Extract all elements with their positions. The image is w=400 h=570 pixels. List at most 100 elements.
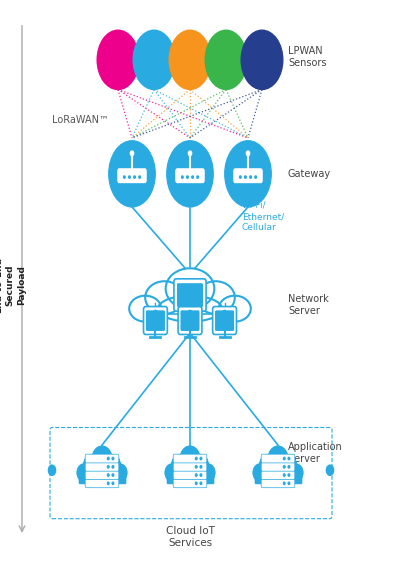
Circle shape bbox=[192, 176, 193, 178]
Ellipse shape bbox=[172, 455, 187, 476]
Circle shape bbox=[112, 457, 114, 460]
Circle shape bbox=[284, 482, 285, 484]
Circle shape bbox=[167, 141, 213, 207]
Circle shape bbox=[200, 457, 202, 460]
Ellipse shape bbox=[158, 296, 222, 321]
Circle shape bbox=[97, 30, 139, 89]
Circle shape bbox=[108, 457, 109, 460]
Circle shape bbox=[182, 176, 183, 178]
FancyBboxPatch shape bbox=[215, 310, 234, 331]
Text: Cloud IoT
Services: Cloud IoT Services bbox=[166, 526, 214, 548]
Ellipse shape bbox=[92, 446, 112, 473]
FancyBboxPatch shape bbox=[173, 454, 207, 463]
Circle shape bbox=[288, 474, 290, 477]
Text: Network
Server: Network Server bbox=[288, 294, 329, 316]
Circle shape bbox=[288, 457, 290, 460]
Circle shape bbox=[205, 30, 247, 89]
Circle shape bbox=[288, 482, 290, 484]
Text: Application
Server: Application Server bbox=[288, 442, 343, 465]
Ellipse shape bbox=[180, 446, 200, 473]
FancyBboxPatch shape bbox=[178, 307, 202, 335]
Circle shape bbox=[48, 465, 56, 475]
FancyBboxPatch shape bbox=[117, 168, 147, 183]
Circle shape bbox=[112, 474, 114, 477]
Circle shape bbox=[124, 176, 125, 178]
Ellipse shape bbox=[260, 455, 275, 476]
Circle shape bbox=[284, 466, 285, 468]
FancyBboxPatch shape bbox=[261, 479, 295, 488]
Ellipse shape bbox=[219, 296, 251, 321]
FancyBboxPatch shape bbox=[261, 454, 295, 463]
Bar bbox=[79, 472, 125, 483]
FancyBboxPatch shape bbox=[146, 310, 165, 331]
Circle shape bbox=[241, 30, 283, 89]
Bar bbox=[167, 472, 213, 483]
Circle shape bbox=[187, 176, 188, 178]
FancyBboxPatch shape bbox=[261, 471, 295, 479]
Circle shape bbox=[134, 176, 135, 178]
Circle shape bbox=[129, 176, 130, 178]
Circle shape bbox=[284, 474, 285, 477]
Circle shape bbox=[240, 176, 241, 178]
Circle shape bbox=[196, 466, 197, 468]
Circle shape bbox=[112, 482, 114, 484]
Circle shape bbox=[196, 457, 197, 460]
Circle shape bbox=[108, 466, 109, 468]
FancyBboxPatch shape bbox=[173, 471, 207, 479]
FancyBboxPatch shape bbox=[175, 168, 205, 183]
Ellipse shape bbox=[253, 464, 266, 481]
Ellipse shape bbox=[77, 464, 90, 481]
Circle shape bbox=[284, 457, 285, 460]
FancyBboxPatch shape bbox=[85, 454, 119, 463]
Circle shape bbox=[196, 482, 197, 484]
Ellipse shape bbox=[89, 464, 115, 481]
Circle shape bbox=[200, 482, 202, 484]
Ellipse shape bbox=[84, 455, 100, 476]
Bar bbox=[79, 473, 126, 482]
Circle shape bbox=[188, 151, 192, 156]
Circle shape bbox=[288, 466, 290, 468]
Ellipse shape bbox=[193, 455, 208, 476]
Circle shape bbox=[109, 141, 155, 207]
FancyBboxPatch shape bbox=[174, 279, 206, 311]
Circle shape bbox=[255, 176, 256, 178]
FancyBboxPatch shape bbox=[213, 307, 236, 335]
Circle shape bbox=[222, 311, 227, 317]
Ellipse shape bbox=[268, 446, 288, 473]
Ellipse shape bbox=[290, 464, 303, 481]
Circle shape bbox=[112, 466, 114, 468]
FancyBboxPatch shape bbox=[85, 479, 119, 488]
Bar bbox=[255, 472, 301, 483]
Bar bbox=[254, 473, 302, 482]
FancyBboxPatch shape bbox=[261, 462, 295, 471]
Circle shape bbox=[196, 474, 197, 477]
FancyBboxPatch shape bbox=[85, 471, 119, 479]
FancyBboxPatch shape bbox=[173, 479, 207, 488]
Circle shape bbox=[139, 176, 140, 178]
Ellipse shape bbox=[166, 268, 214, 309]
Ellipse shape bbox=[265, 464, 291, 481]
Circle shape bbox=[108, 482, 109, 484]
FancyBboxPatch shape bbox=[177, 283, 203, 307]
Text: End-to-End
Secured
Payload: End-to-End Secured Payload bbox=[0, 257, 26, 313]
Circle shape bbox=[250, 176, 251, 178]
FancyBboxPatch shape bbox=[173, 462, 207, 471]
Ellipse shape bbox=[202, 464, 215, 481]
Ellipse shape bbox=[177, 464, 203, 481]
Circle shape bbox=[225, 141, 271, 207]
Bar bbox=[134, 308, 246, 324]
FancyBboxPatch shape bbox=[144, 307, 167, 335]
Circle shape bbox=[246, 151, 250, 156]
Ellipse shape bbox=[145, 281, 184, 314]
Circle shape bbox=[197, 176, 198, 178]
Text: LPWAN
Sensors: LPWAN Sensors bbox=[288, 46, 326, 68]
Bar bbox=[166, 473, 214, 482]
Circle shape bbox=[153, 311, 158, 317]
Circle shape bbox=[130, 151, 134, 156]
Ellipse shape bbox=[165, 464, 178, 481]
FancyBboxPatch shape bbox=[233, 168, 263, 183]
Text: Wi-Fi/
Ethernet/
Cellular: Wi-Fi/ Ethernet/ Cellular bbox=[242, 201, 284, 232]
FancyBboxPatch shape bbox=[85, 462, 119, 471]
Circle shape bbox=[188, 311, 192, 317]
Ellipse shape bbox=[280, 455, 296, 476]
